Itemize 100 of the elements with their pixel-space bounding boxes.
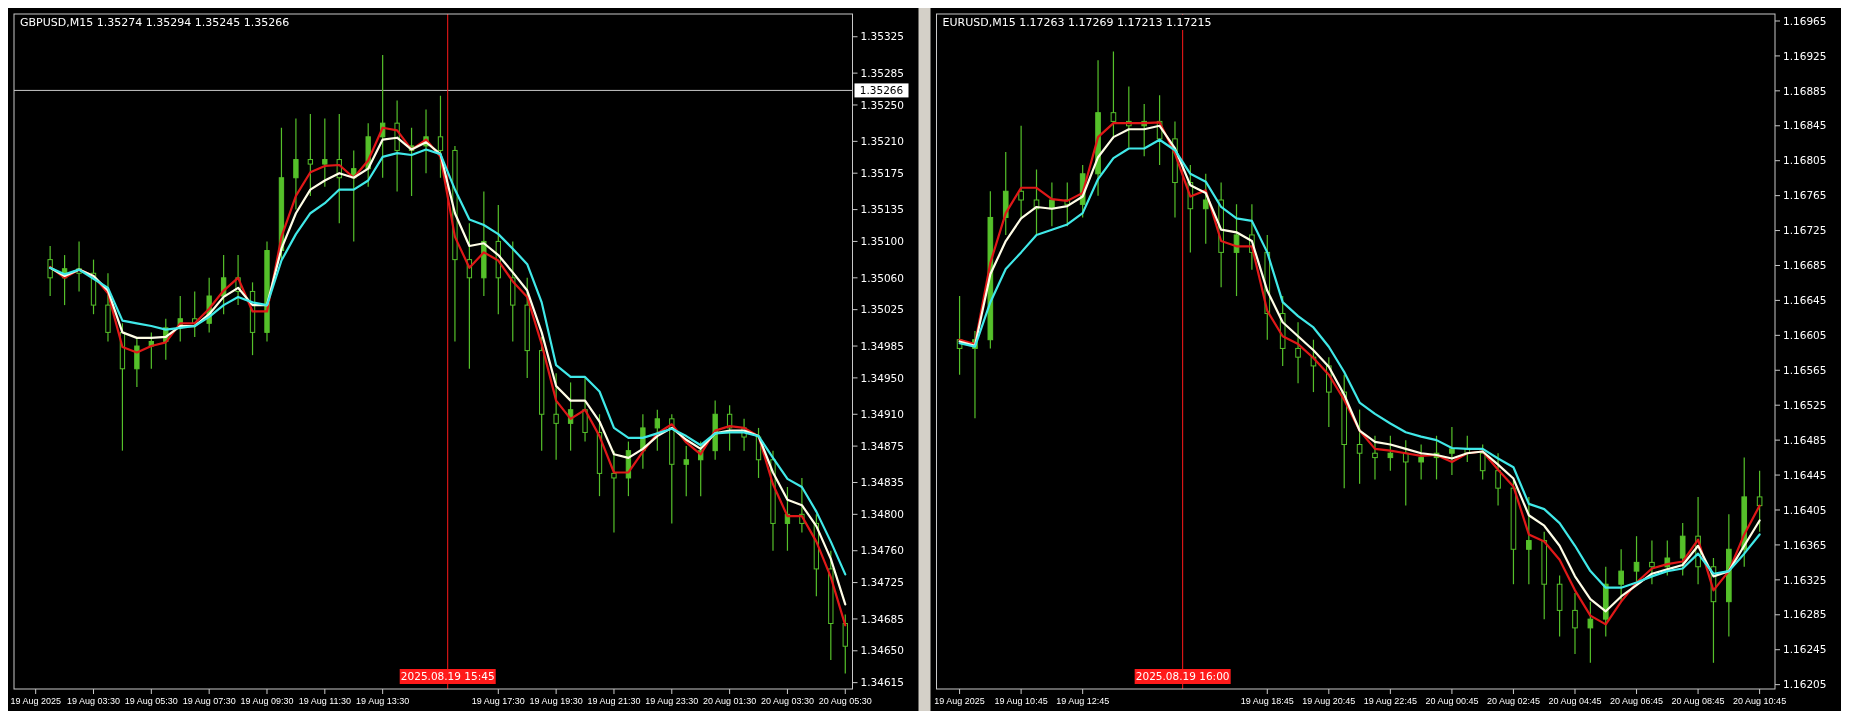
y-tick-label: 1.35100 [860,235,904,248]
candlestick [1572,592,1578,655]
candlestick [1356,408,1363,485]
y-tick-label: 1.16525 [1783,398,1827,411]
x-tick-label: 19 Aug 20:45 [1302,696,1356,706]
y-tick-label: 1.35060 [860,271,904,284]
y-tick-label: 1.34835 [860,476,904,489]
candlestick [553,372,559,461]
x-tick-label: 20 Aug 10:45 [1733,696,1787,706]
x-tick-label: 19 Aug 03:30 [66,696,121,706]
candlestick [1418,443,1424,481]
ref-line-label: 2025.08.19 16:00 [1135,670,1230,682]
x-tick-label: 20 Aug 08:45 [1671,696,1725,706]
y-tick-label: 1.16565 [1783,363,1827,376]
candlestick [842,613,848,675]
candlestick [293,118,299,211]
y-tick-label: 1.16845 [1783,119,1827,132]
y-tick-label: 1.16885 [1783,84,1827,97]
x-tick-label: 19 Aug 23:30 [645,696,699,706]
candlestick [1387,435,1394,472]
candlestick [1479,443,1486,481]
y-tick-label: 1.35285 [860,66,904,79]
y-tick-label: 1.16765 [1783,189,1827,202]
candlestick [1372,435,1378,481]
candlestick [1295,321,1301,384]
y-tick-label: 1.34650 [860,644,904,657]
y-tick-label: 1.35210 [860,135,904,148]
candlestick [47,245,53,297]
y-tick-label: 1.34615 [860,676,904,689]
candlestick [1495,452,1501,507]
candlestick [1449,426,1455,476]
candlestick [683,445,689,497]
y-tick-label: 1.34985 [860,339,904,352]
x-tick-label: 19 Aug 21:30 [587,696,641,706]
candlestick [1202,173,1209,245]
candlestick [1402,439,1409,507]
x-tick-label: 19 Aug 09:30 [240,696,294,706]
candlestick [654,409,660,452]
x-tick-label: 19 Aug 17:30 [471,696,525,706]
y-tick-label: 1.35025 [860,303,904,316]
y-tick-label: 1.16725 [1783,224,1827,237]
candlestick [1526,496,1532,585]
y-tick-label: 1.16925 [1783,49,1827,62]
y-tick-label: 1.35325 [860,30,904,43]
x-tick-label: 19 Aug 07:30 [182,696,236,706]
x-tick-label: 20 Aug 02:45 [1486,696,1540,706]
candlestick [611,450,617,534]
x-tick-label: 19 Aug 05:30 [124,696,178,706]
ref-line-label: 2025.08.19 15:45 [400,670,495,682]
y-tick-label: 1.16405 [1783,503,1827,516]
x-tick-label: 19 Aug 18:45 [1240,696,1294,706]
y-tick-label: 1.35135 [860,203,904,216]
x-tick-label: 19 Aug 2025 [10,696,61,706]
x-tick-label: 20 Aug 06:45 [1610,696,1664,706]
x-tick-label: 20 Aug 05:30 [818,696,872,706]
candlestick [322,118,328,188]
y-tick-label: 1.34875 [860,439,904,452]
y-tick-label: 1.16805 [1783,154,1827,167]
y-tick-label: 1.34760 [860,544,904,557]
candlestick [1679,522,1686,577]
x-tick-label: 19 Aug 12:45 [1056,696,1110,706]
candlestick [582,377,588,443]
y-tick-label: 1.16645 [1783,294,1827,307]
chart-title: GBPUSD,M15 1.35274 1.35294 1.35245 1.35266 [20,16,290,29]
x-tick-label: 19 Aug 2025 [934,696,985,706]
y-tick-label: 1.16325 [1783,573,1827,586]
y-tick-label: 1.35250 [860,98,904,111]
x-tick-label: 19 Aug 10:45 [994,696,1048,706]
y-tick-label: 1.16485 [1783,433,1827,446]
candlestick [307,113,314,197]
x-tick-label: 20 Aug 00:45 [1425,696,1479,706]
x-tick-label: 19 Aug 19:30 [529,696,583,706]
y-tick-label: 1.34685 [860,612,904,625]
x-tick-label: 20 Aug 01:30 [703,696,757,706]
ref-line-label: 1.35266 [859,84,904,97]
y-tick-label: 1.16365 [1783,538,1827,551]
x-tick-label: 20 Aug 03:30 [760,696,814,706]
y-tick-label: 1.16445 [1783,468,1827,481]
y-tick-label: 1.34725 [860,576,904,589]
chart-title: EURUSD,M15 1.17263 1.17269 1.17213 1.17215 [942,16,1212,29]
y-tick-label: 1.16285 [1783,608,1827,621]
candlestick [437,95,444,179]
y-tick-label: 1.34910 [860,407,904,420]
x-tick-label: 19 Aug 11:30 [298,696,352,706]
candlestick [1649,539,1655,585]
candlestick [1618,548,1624,603]
candlestick [1587,601,1594,664]
y-tick-label: 1.34800 [860,508,904,521]
y-tick-label: 1.16245 [1783,643,1827,656]
y-tick-label: 1.16605 [1783,329,1827,342]
y-tick-label: 1.16205 [1783,678,1827,691]
x-tick-label: 20 Aug 04:45 [1548,696,1602,706]
candlestick [1018,125,1024,219]
x-tick-label: 19 Aug 22:45 [1363,696,1417,706]
candlestick [1756,470,1763,533]
y-tick-label: 1.16685 [1783,259,1827,272]
y-tick-label: 1.16965 [1783,14,1827,27]
y-tick-label: 1.34950 [860,371,904,384]
y-tick-label: 1.35175 [860,166,904,179]
x-tick-label: 19 Aug 13:30 [356,696,410,706]
